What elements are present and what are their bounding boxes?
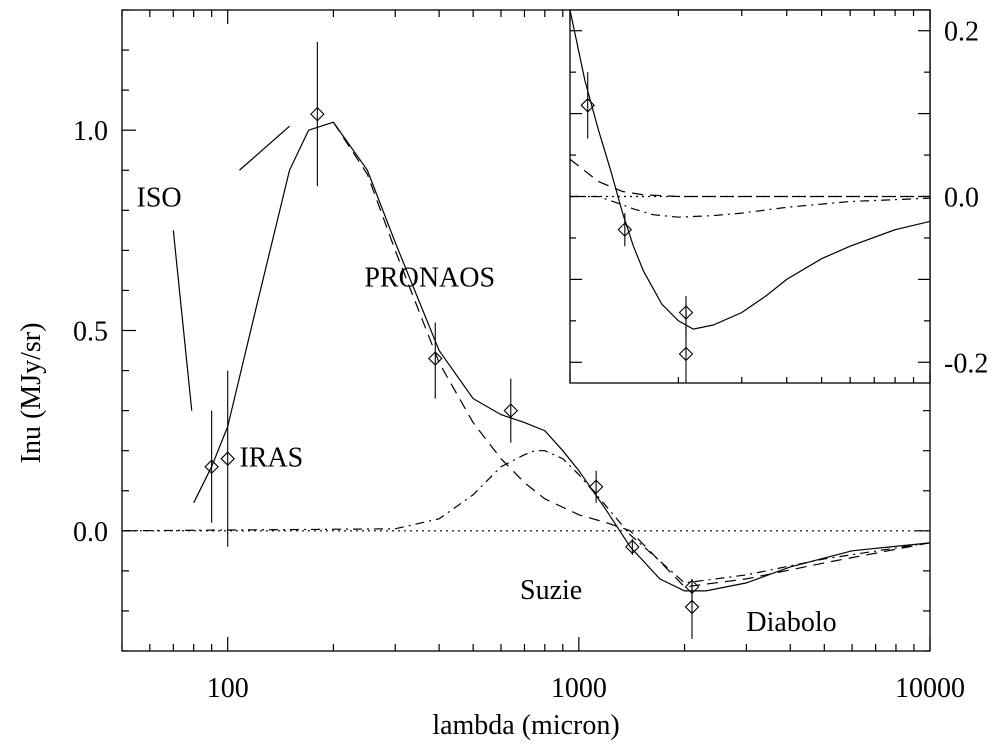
inset-plot-area (570, 10, 930, 383)
annotation-iras-label: IRAS (239, 443, 303, 474)
y-tick-label: 0.5 (73, 317, 108, 348)
inset-data-point-0 (580, 98, 595, 113)
annotation-pronaos-label: PRONAOS (364, 262, 495, 293)
inset-y-tick-label: 0.0 (944, 183, 979, 214)
main-data-point-2 (310, 106, 325, 122)
main-data-point-7 (684, 579, 700, 595)
inset-y-tick-label: -0.2 (944, 348, 988, 379)
inset-data-point-1 (617, 222, 633, 237)
main-data-point-6 (625, 539, 640, 555)
annotation-suzie-label: Suzie (520, 575, 582, 606)
annotation-iso-label: ISO (137, 182, 182, 213)
x-tick-label: 10000 (895, 673, 965, 704)
main-data-point-8 (684, 599, 700, 615)
annotation-leader-line (172, 230, 193, 411)
main-data-point-0 (204, 459, 219, 474)
inset-data-point-3 (678, 346, 694, 362)
inset-plot: 0.2 0.0 -0.2 (569, 9, 988, 384)
main-data-point-5 (588, 479, 604, 495)
inset-y-tick-label: 0.2 (944, 17, 979, 48)
main-data-point-4 (503, 403, 519, 418)
x-tick-label: 100 (207, 673, 249, 704)
main-plot-area (122, 42, 930, 639)
main-data-point-1 (220, 451, 235, 466)
main-plot: 100 1000 10000 0.0 0.5 1.0 ISO PRONAOS IRAS Suzie… (73, 9, 965, 704)
inset-series-dash-dot-line (570, 195, 930, 218)
inset-data-point-2 (678, 305, 694, 320)
annotation-diabolo-label: Diabolo (746, 607, 836, 638)
y-axis-label: Inu (MJy/sr) (16, 323, 47, 464)
main-data-point-3 (427, 351, 443, 366)
y-tick-label: 1.0 (73, 116, 108, 147)
x-tick-label: 1000 (551, 673, 607, 704)
annotation-leader-line (239, 125, 290, 171)
main-series-solid-line (193, 121, 930, 592)
main-series-dashed-line (332, 121, 930, 588)
x-axis-label: lambda (micron) (432, 710, 619, 741)
y-tick-label: 0.0 (73, 517, 108, 548)
main-series-dash-dot-line (122, 450, 930, 584)
